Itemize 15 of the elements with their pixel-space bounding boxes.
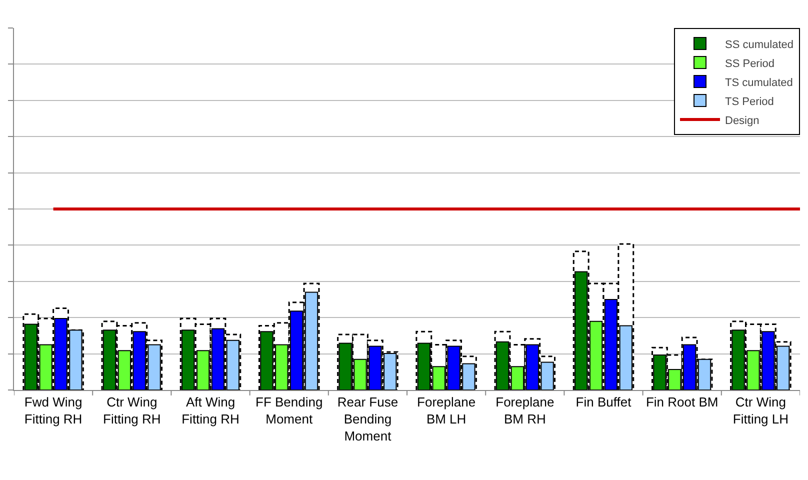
x-tick-label: FF Bending Moment xyxy=(256,394,323,426)
legend-label: Design xyxy=(725,114,760,127)
legend-label: TS cumulated xyxy=(725,76,793,89)
x-tick-label: Foreplane BM LH xyxy=(417,394,476,426)
x-tick-label: Rear Fuse Bending Moment xyxy=(337,394,398,444)
x-tick-label: Ctr Wing Fitting RH xyxy=(103,394,161,426)
legend-label: TS Period xyxy=(725,96,774,108)
x-tick-label: Ctr Wing Fitting LH xyxy=(732,394,789,426)
x-tick-label: Fin Buffet xyxy=(576,394,632,410)
x-tick-label: Fwd Wing Fitting RH xyxy=(24,394,82,426)
x-tick-label: Aft Wing Fitting RH xyxy=(182,394,240,426)
x-tick-label: Foreplane BM RH xyxy=(496,394,554,426)
x-tick-label: Fin Root BM xyxy=(646,394,718,410)
legend-label: SS Period xyxy=(725,58,775,70)
legend-label: SS cumulated xyxy=(725,38,794,51)
